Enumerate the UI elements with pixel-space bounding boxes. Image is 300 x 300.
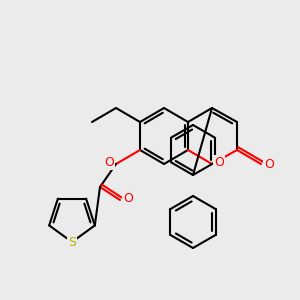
Text: O: O bbox=[264, 158, 274, 170]
Text: O: O bbox=[214, 157, 224, 169]
Text: S: S bbox=[68, 236, 76, 248]
Text: O: O bbox=[123, 193, 133, 206]
Text: O: O bbox=[104, 155, 114, 169]
